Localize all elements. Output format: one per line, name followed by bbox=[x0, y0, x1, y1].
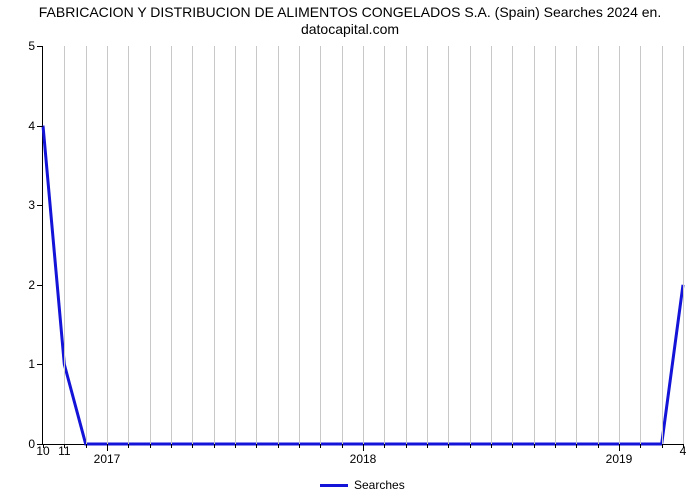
xtick-minor bbox=[214, 444, 215, 448]
ytick bbox=[37, 46, 43, 47]
xtick-minor bbox=[235, 444, 236, 448]
xtick-minor bbox=[320, 444, 321, 448]
gridline bbox=[171, 46, 172, 444]
chart-title-line1: FABRICACION Y DISTRIBUCION DE ALIMENTOS … bbox=[39, 4, 661, 20]
xtick-minor bbox=[448, 444, 449, 448]
xtick-minor bbox=[278, 444, 279, 448]
xtick-minor bbox=[470, 444, 471, 448]
gridline bbox=[235, 46, 236, 444]
ytick-label: 3 bbox=[17, 198, 35, 212]
gridline bbox=[576, 46, 577, 444]
plot-area: 01234520172018201910114 bbox=[42, 46, 683, 445]
legend-swatch bbox=[320, 484, 348, 487]
gridline bbox=[128, 46, 129, 444]
gridline bbox=[363, 46, 364, 444]
xtick-major bbox=[363, 444, 364, 451]
xtick-minor bbox=[640, 444, 641, 448]
xtick-minor bbox=[150, 444, 151, 448]
ytick-label: 2 bbox=[17, 278, 35, 292]
gridline bbox=[470, 46, 471, 444]
xtick-minor bbox=[128, 444, 129, 448]
xtick-minor bbox=[576, 444, 577, 448]
gridline bbox=[534, 46, 535, 444]
ytick bbox=[37, 126, 43, 127]
gridline bbox=[448, 46, 449, 444]
x-edge-label: 10 bbox=[36, 444, 49, 458]
x-edge-label: 4 bbox=[680, 444, 687, 458]
gridline bbox=[342, 46, 343, 444]
gridline bbox=[683, 46, 684, 444]
xtick-minor bbox=[427, 444, 428, 448]
gridline bbox=[320, 46, 321, 444]
gridline bbox=[619, 46, 620, 444]
xtick-label: 2017 bbox=[94, 452, 121, 466]
xtick-minor bbox=[342, 444, 343, 448]
gridline bbox=[512, 46, 513, 444]
gridline bbox=[406, 46, 407, 444]
chart-title-line2: datocapital.com bbox=[301, 21, 399, 37]
xtick-minor bbox=[555, 444, 556, 448]
gridline bbox=[598, 46, 599, 444]
xtick-major bbox=[107, 444, 108, 451]
gridline bbox=[299, 46, 300, 444]
xtick-label: 2018 bbox=[350, 452, 377, 466]
gridline bbox=[640, 46, 641, 444]
x-edge-label: 11 bbox=[58, 444, 70, 458]
legend: Searches bbox=[320, 478, 405, 492]
ytick bbox=[37, 364, 43, 365]
xtick-minor bbox=[598, 444, 599, 448]
ytick-label: 0 bbox=[17, 437, 35, 451]
xtick-minor bbox=[256, 444, 257, 448]
xtick-minor bbox=[384, 444, 385, 448]
gridline bbox=[555, 46, 556, 444]
xtick-minor bbox=[299, 444, 300, 448]
xtick-minor bbox=[662, 444, 663, 448]
ytick-label: 1 bbox=[17, 357, 35, 371]
gridline bbox=[64, 46, 65, 444]
xtick-minor bbox=[192, 444, 193, 448]
xtick-minor bbox=[171, 444, 172, 448]
xtick-minor bbox=[534, 444, 535, 448]
gridline bbox=[491, 46, 492, 444]
gridline bbox=[150, 46, 151, 444]
gridline bbox=[256, 46, 257, 444]
xtick-minor bbox=[406, 444, 407, 448]
gridline bbox=[86, 46, 87, 444]
xtick-minor bbox=[86, 444, 87, 448]
gridline bbox=[278, 46, 279, 444]
ytick bbox=[37, 285, 43, 286]
gridline bbox=[192, 46, 193, 444]
legend-label: Searches bbox=[354, 478, 405, 492]
ytick-label: 5 bbox=[17, 39, 35, 53]
xtick-major bbox=[619, 444, 620, 451]
gridline bbox=[107, 46, 108, 444]
xtick-minor bbox=[491, 444, 492, 448]
gridline bbox=[384, 46, 385, 444]
xtick-label: 2019 bbox=[606, 452, 633, 466]
ytick-label: 4 bbox=[17, 119, 35, 133]
gridline bbox=[427, 46, 428, 444]
ytick bbox=[37, 205, 43, 206]
gridline bbox=[662, 46, 663, 444]
chart-title: FABRICACION Y DISTRIBUCION DE ALIMENTOS … bbox=[0, 4, 700, 38]
xtick-minor bbox=[512, 444, 513, 448]
gridline bbox=[214, 46, 215, 444]
